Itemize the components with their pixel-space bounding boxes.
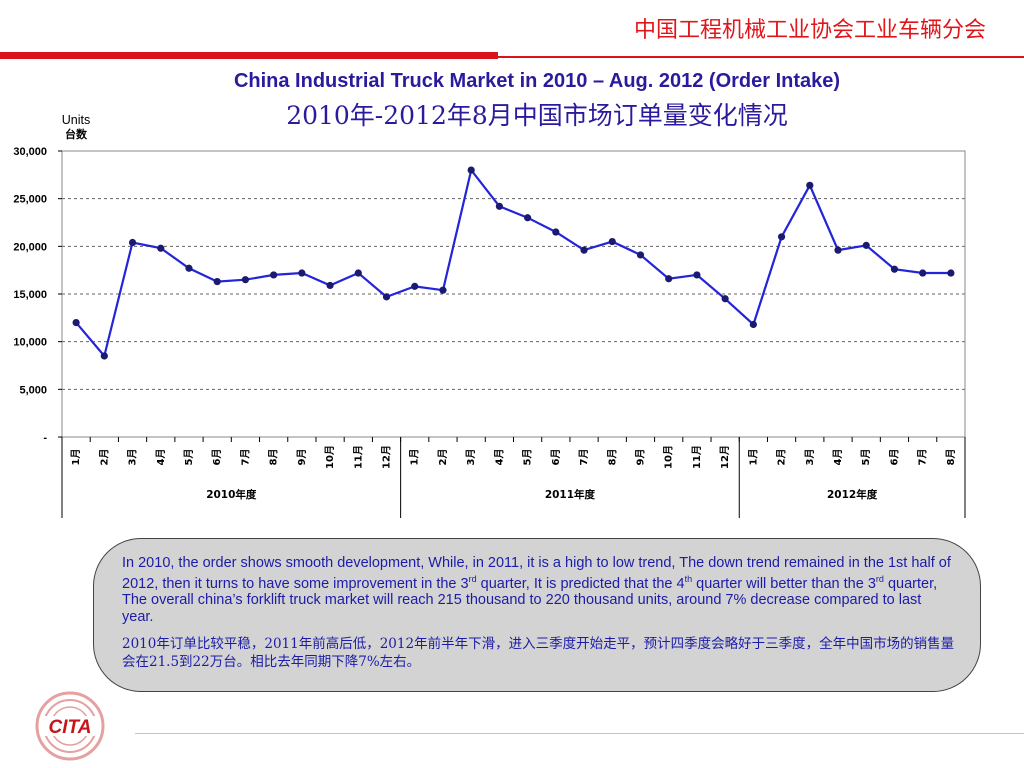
data-point xyxy=(495,202,503,210)
x-tick-label: 5月 xyxy=(860,449,872,466)
y-axis-ticks: - 5,000 10,000 15,000 20,000 25,000 30,000 xyxy=(13,146,62,444)
data-point xyxy=(919,269,927,277)
x-tick-label: 4月 xyxy=(155,449,167,466)
x-tick-label: 1月 xyxy=(409,449,421,466)
x-tick-label: 6月 xyxy=(550,449,562,466)
data-point xyxy=(128,238,137,247)
logo-outer-ring xyxy=(35,691,105,761)
x-tick-label: 8月 xyxy=(945,449,957,466)
x-tick-label: 12月 xyxy=(719,445,731,469)
series-line-order-intake xyxy=(75,167,951,359)
footer-line xyxy=(135,733,1024,734)
x-tick-label: 1月 xyxy=(747,449,759,466)
x-tick-label: 3月 xyxy=(127,449,139,466)
series-markers xyxy=(72,166,955,360)
data-point xyxy=(524,214,532,222)
data-point xyxy=(185,264,193,272)
data-point xyxy=(693,271,701,279)
x-tick-label: 10月 xyxy=(324,445,336,469)
x-tick-label: 7月 xyxy=(239,449,251,466)
x-tick-label: 11月 xyxy=(352,445,364,469)
data-point xyxy=(100,352,108,360)
slide-title-english: China Industrial Truck Market in 2010 – … xyxy=(233,70,841,92)
data-point xyxy=(608,237,616,246)
x-tick-label: 7月 xyxy=(917,449,929,466)
data-point xyxy=(552,228,560,236)
x-tick-label: 9月 xyxy=(296,449,308,466)
ordinal-suffix: rd xyxy=(468,574,477,585)
data-point xyxy=(326,281,334,290)
x-tick-label: 8月 xyxy=(606,449,618,466)
y-tick-label: 30,000 xyxy=(13,146,47,158)
data-point xyxy=(439,286,447,294)
header-red-line xyxy=(498,56,1024,58)
x-tick-label: 2月 xyxy=(776,449,788,466)
commentary-box: In 2010, the order shows smooth developm… xyxy=(93,538,981,692)
year-group-label: 2010年度 xyxy=(206,488,257,501)
data-point xyxy=(862,241,870,249)
data-point xyxy=(636,251,645,259)
data-point xyxy=(354,269,362,277)
x-tick-label: 2月 xyxy=(437,449,449,466)
y-tick-label: 20,000 xyxy=(13,241,47,253)
x-tick-label: 4月 xyxy=(832,449,844,466)
ordinal-suffix: th xyxy=(684,574,693,585)
organization-name: 中国工程机械工业协会工业车辆分会 xyxy=(633,18,986,43)
data-point xyxy=(72,319,80,327)
x-tick-label: 5月 xyxy=(183,449,195,466)
y-tick-label: 10,000 xyxy=(13,337,47,349)
data-point xyxy=(721,295,729,303)
cita-logo: CITA xyxy=(35,691,105,761)
data-point xyxy=(213,278,221,286)
chart-gridlines xyxy=(62,198,965,390)
data-point xyxy=(777,233,786,241)
data-point xyxy=(947,269,955,277)
header-red-bar xyxy=(0,52,498,59)
x-tick-label: 6月 xyxy=(211,449,223,466)
x-tick-label: 10月 xyxy=(663,445,675,469)
x-tick-label: 9月 xyxy=(634,449,646,466)
x-axis-year-groups: 2010年度 2011年度 2012年度 xyxy=(206,437,878,518)
y-axis-label: Units xyxy=(62,113,90,127)
ordinal-suffix: rd xyxy=(875,574,884,585)
year-group-label: 2012年度 xyxy=(827,488,878,501)
order-intake-line-chart: Units 台数 - 5,000 10,000 15,000 20,000 25,000 3… xyxy=(13,113,966,518)
data-point xyxy=(467,166,475,174)
data-point xyxy=(890,265,899,273)
commentary-english: In 2010, the order shows smooth developm… xyxy=(122,555,951,625)
y-tick-label: 25,000 xyxy=(13,194,47,206)
slide-title-chinese: 2010年-2012年8月中国市场订单量变化情况 xyxy=(286,101,788,130)
x-tick-label: 11月 xyxy=(691,445,703,469)
data-point xyxy=(806,181,814,189)
x-tick-label: 3月 xyxy=(465,449,477,466)
logo-text-band xyxy=(40,716,100,736)
x-axis-ticks: 1月 2月 3月 4月 5月 6月 7月 8月 9月 10月 11月 12月 1月 2月 3月 4月 5月 6月 7… xyxy=(61,437,966,469)
data-point xyxy=(834,246,842,254)
data-point xyxy=(270,271,278,279)
year-group-label: 2011年度 xyxy=(545,488,596,501)
data-point xyxy=(665,275,673,283)
data-point xyxy=(749,320,757,329)
x-tick-label: 6月 xyxy=(888,449,900,466)
logo-text: CITA xyxy=(49,717,92,738)
data-point xyxy=(157,244,165,252)
x-tick-label: 3月 xyxy=(804,449,816,466)
y-axis-label-chinese: 台数 xyxy=(65,127,88,141)
data-point xyxy=(241,276,250,284)
data-point xyxy=(298,269,306,277)
data-point xyxy=(580,246,588,254)
x-tick-label: 2月 xyxy=(98,449,110,466)
x-tick-label: 7月 xyxy=(578,449,590,466)
commentary-chinese: 2010年订单比较平稳，2011年前高后低，2012年前半年下滑，进入三季度开始… xyxy=(122,636,955,670)
x-tick-label: 1月 xyxy=(70,449,82,466)
y-tick-label: - xyxy=(43,432,47,444)
y-tick-label: 15,000 xyxy=(13,289,47,301)
x-tick-label: 4月 xyxy=(493,449,505,466)
y-tick-label: 5,000 xyxy=(19,384,47,396)
data-point xyxy=(382,293,391,301)
x-tick-label: 8月 xyxy=(268,449,280,466)
x-tick-label: 12月 xyxy=(381,445,393,469)
x-tick-label: 5月 xyxy=(522,449,534,466)
data-point xyxy=(411,282,419,290)
